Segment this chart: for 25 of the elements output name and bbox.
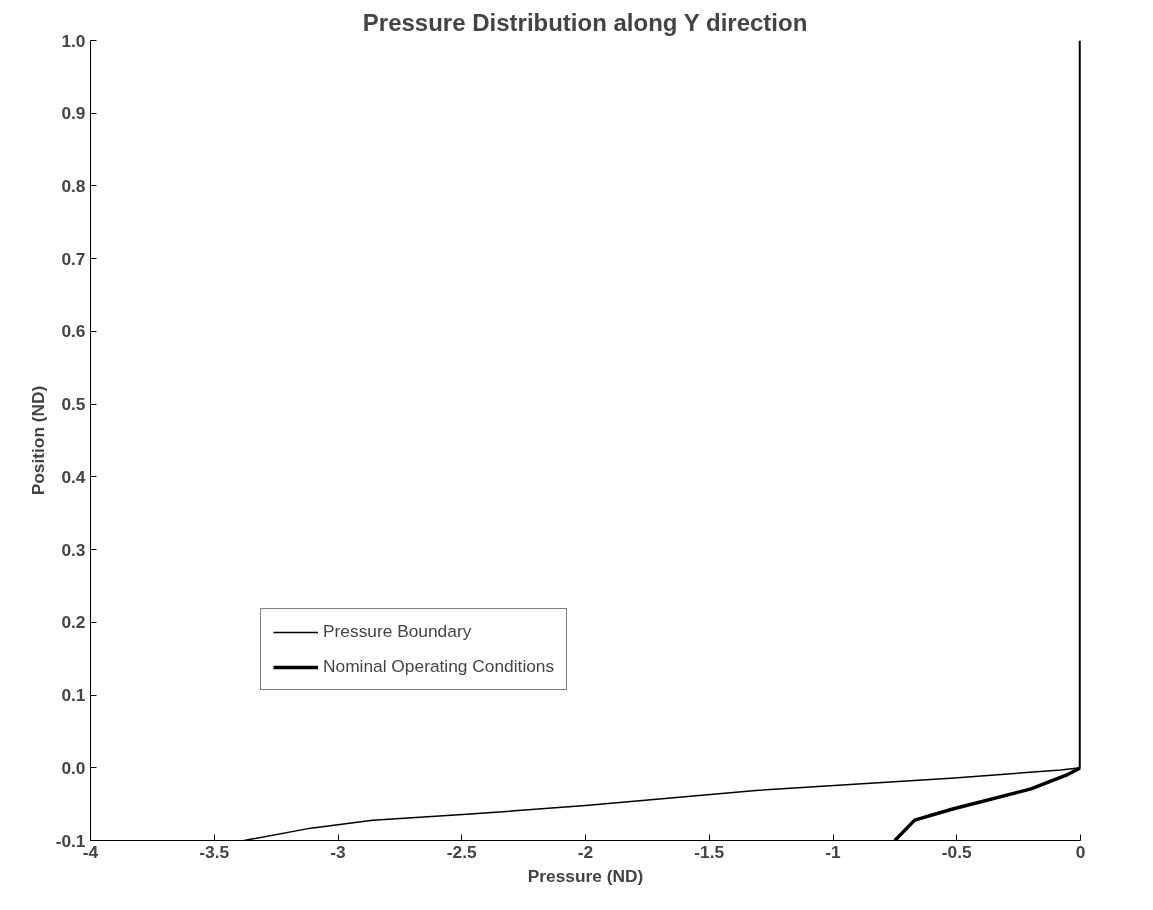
x-tick-label: -3.5: [199, 841, 230, 862]
legend-label: Pressure Boundary: [323, 621, 473, 642]
x-tick-label: -2.5: [446, 841, 478, 862]
x-tick-label: -1.5: [694, 841, 725, 862]
y-tick-label: 1.0: [61, 30, 86, 51]
y-tick-label: 0.3: [61, 539, 86, 560]
y-axis-title: Position (ND): [27, 385, 48, 496]
y-tick-label: 0.2: [61, 612, 86, 633]
x-tick-label: -2: [577, 841, 594, 862]
y-tick-label: 0.6: [61, 321, 86, 342]
x-tick-label: 0: [1075, 841, 1086, 862]
x-tick-label: -1: [825, 841, 842, 862]
x-axis-title: Pressure (ND): [527, 865, 644, 886]
y-tick-label: 0.8: [61, 175, 86, 196]
y-tick-label: 0.4: [61, 466, 86, 487]
legend-label: Nominal Operating Conditions: [323, 656, 555, 677]
y-tick-label: 0.0: [61, 757, 86, 778]
x-tick-label: -0.5: [941, 841, 973, 862]
x-tick-label: -3: [330, 841, 347, 862]
y-tick-label: 0.9: [61, 103, 86, 124]
y-tick-label: -0.1: [55, 830, 86, 851]
chart-title: Pressure Distribution along Y direction: [362, 8, 808, 36]
y-tick-label: 0.5: [61, 394, 86, 415]
y-tick-label: 0.7: [61, 248, 86, 269]
y-tick-label: 0.1: [61, 685, 86, 706]
